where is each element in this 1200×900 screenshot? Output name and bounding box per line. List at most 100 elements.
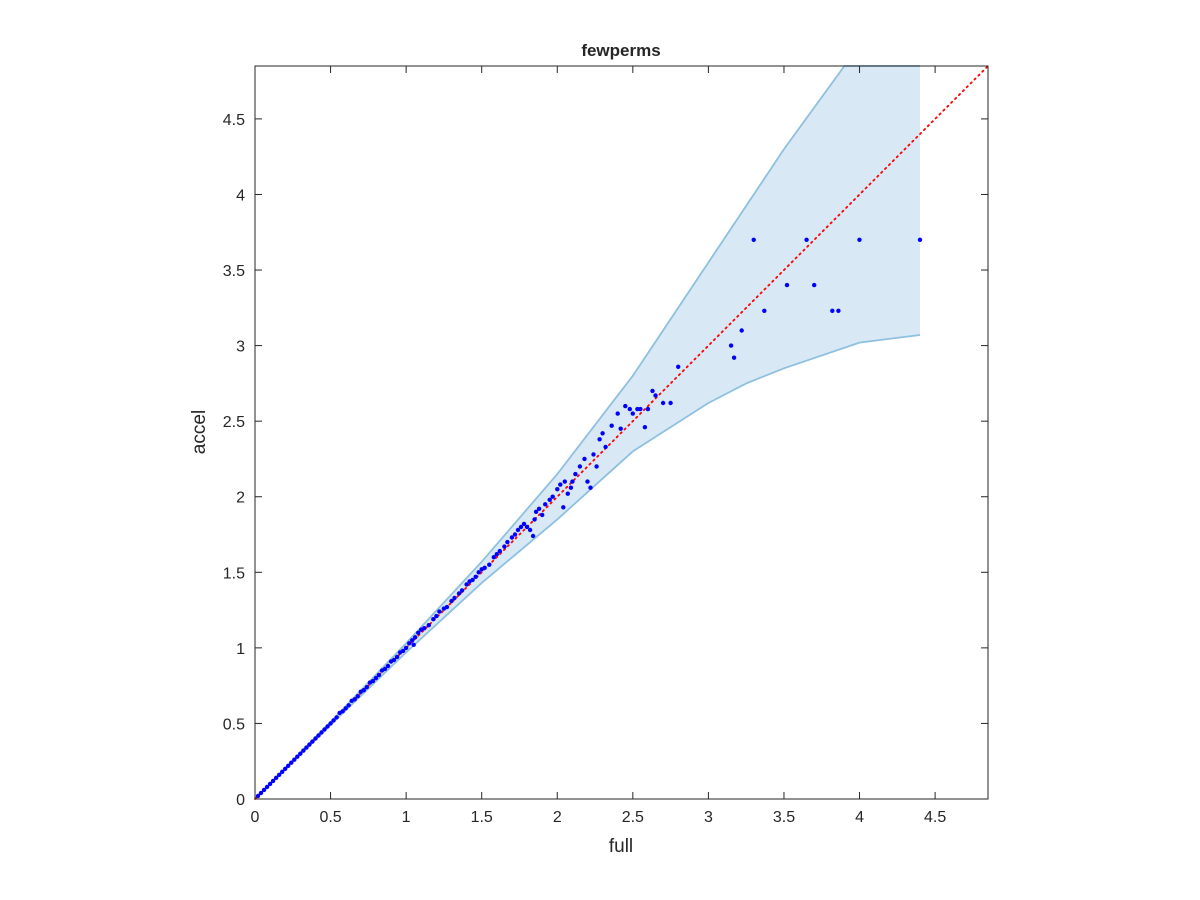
x-tick-label: 2.5 (622, 809, 644, 826)
data-point (540, 512, 545, 518)
y-tick-label: 1.5 (223, 565, 245, 582)
y-tick-label: 4 (236, 187, 245, 204)
data-point (292, 757, 297, 762)
data-point (304, 745, 309, 750)
data-point (364, 685, 369, 690)
plot-area: 0 0.5 1 1.5 2 2.5 3 3.5 4 4.5 0 0.5 1 1.5 2 2.5 3 3.5 4 4.… (223, 65, 989, 826)
confidence-band (255, 66, 920, 799)
data-point (274, 775, 279, 780)
data-point (298, 751, 303, 756)
data-point (459, 588, 465, 593)
y-tick-label: 0.5 (223, 716, 245, 733)
x-axis-label: full (609, 836, 633, 857)
data-point (434, 613, 439, 619)
data-point (449, 598, 454, 604)
data-point (588, 485, 593, 490)
data-point (668, 400, 673, 406)
data-point (660, 400, 666, 406)
data-point (591, 452, 596, 457)
data-point (426, 623, 431, 628)
data-point (784, 282, 790, 288)
data-point (857, 237, 862, 242)
data-point (400, 648, 406, 654)
data-point (258, 790, 264, 796)
y-tick-label: 3 (236, 339, 245, 356)
data-point (594, 464, 599, 469)
data-point (286, 763, 291, 768)
x-tick-label: 4 (855, 809, 864, 826)
data-point (615, 411, 620, 416)
data-point (830, 308, 835, 313)
x-tick-label: 3 (704, 809, 713, 826)
x-tick-label: 0.5 (319, 809, 341, 826)
data-point (307, 742, 312, 747)
data-point (570, 479, 575, 484)
data-point (521, 521, 527, 527)
data-point (638, 406, 643, 412)
data-point (524, 524, 530, 530)
data-point (509, 535, 515, 540)
x-tick-label: 0 (251, 809, 260, 826)
data-point (487, 562, 492, 567)
data-point (431, 617, 436, 622)
x-tick-label: 2 (553, 809, 562, 826)
y-tick-label: 0 (236, 792, 245, 809)
data-point (470, 577, 475, 583)
data-point (494, 552, 499, 557)
data-point (573, 471, 578, 477)
data-point (310, 739, 315, 744)
data-point (456, 591, 462, 596)
data-point (917, 237, 923, 242)
data-point (473, 574, 478, 579)
data-point (280, 769, 285, 774)
x-tick-label: 4.5 (924, 809, 946, 826)
data-point (568, 485, 574, 490)
data-point (325, 724, 330, 729)
data-point (762, 308, 767, 313)
data-point (452, 595, 457, 601)
data-point (577, 464, 583, 469)
data-point (565, 491, 570, 496)
data-point (630, 411, 635, 416)
data-point (561, 505, 566, 510)
data-point (505, 539, 510, 545)
data-point (512, 532, 518, 537)
data-point (642, 425, 648, 430)
data-point (361, 688, 366, 693)
x-axis-ticks: 0 0.5 1 1.5 2 2.5 3 3.5 4 4.5 (251, 66, 946, 826)
y-tick-label: 2.5 (223, 414, 245, 431)
data-point (623, 403, 628, 409)
data-point (728, 343, 734, 348)
data-point (295, 754, 300, 759)
data-point (328, 721, 333, 726)
data-point (533, 509, 539, 514)
data-point (618, 426, 623, 431)
data-point (340, 709, 345, 714)
data-point (603, 444, 608, 450)
data-point (382, 666, 388, 672)
data-points (255, 237, 923, 799)
data-point (413, 635, 418, 640)
data-point (322, 727, 327, 732)
data-point (600, 431, 605, 436)
data-point (491, 555, 496, 560)
data-point (609, 423, 614, 428)
data-point (403, 645, 409, 651)
data-point (547, 497, 552, 502)
data-point (313, 736, 318, 741)
data-point (482, 565, 487, 570)
y-tick-label: 1 (236, 641, 245, 658)
data-point (394, 654, 400, 660)
data-point (355, 694, 360, 699)
data-point (411, 642, 416, 647)
data-point (627, 406, 632, 412)
data-point (267, 781, 273, 787)
data-point (410, 638, 415, 643)
data-point (562, 479, 567, 484)
data-point (739, 328, 744, 333)
data-point (385, 663, 391, 669)
data-point (650, 388, 655, 394)
data-point (376, 672, 382, 678)
data-point (255, 793, 261, 799)
data-point (676, 364, 681, 369)
